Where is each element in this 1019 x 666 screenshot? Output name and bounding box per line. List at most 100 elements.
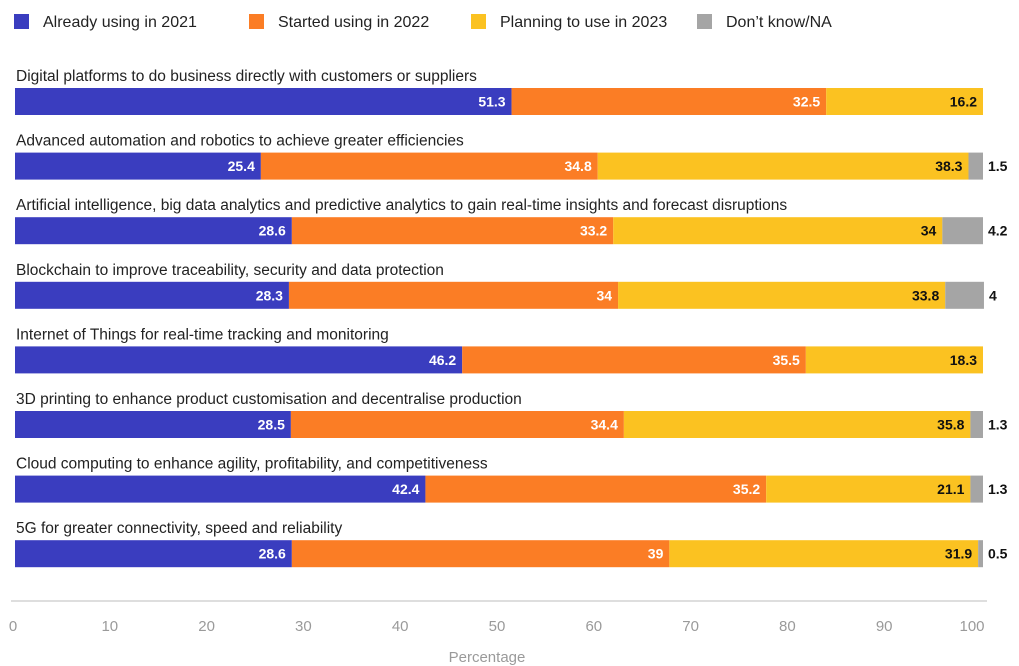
category-label: 5G for greater connectivity, speed and r… xyxy=(16,520,342,537)
bar-segment-already-using-in-2021 xyxy=(15,152,261,180)
data-label: 28.6 xyxy=(259,546,286,562)
x-axis-title: Percentage xyxy=(449,649,526,666)
bar-segment-already-using-in-2021 xyxy=(15,540,292,568)
data-label: 28.6 xyxy=(259,223,286,239)
category-label: Blockchain to improve traceability, secu… xyxy=(16,262,444,279)
bar-row: Cloud computing to enhance agility, prof… xyxy=(15,456,1008,503)
x-tick-label: 90 xyxy=(876,618,893,635)
bar-segment-started-using-in-2022 xyxy=(425,475,767,503)
legend: Already using in 2021 Started using in 20… xyxy=(14,14,832,31)
x-tick-label: 0 xyxy=(9,618,17,635)
bar-segment-don-t-know-na xyxy=(970,475,983,503)
data-label: 16.2 xyxy=(950,94,977,110)
data-label: 21.1 xyxy=(937,481,964,497)
data-label: 1.3 xyxy=(988,417,1008,433)
x-tick-label: 80 xyxy=(779,618,796,635)
bar-segment-started-using-in-2022 xyxy=(288,281,619,309)
category-label: 3D printing to enhance product customisa… xyxy=(16,391,522,408)
data-label: 34 xyxy=(921,223,937,239)
data-label: 51.3 xyxy=(478,94,505,110)
data-label: 34 xyxy=(596,287,612,303)
legend-swatch xyxy=(249,14,264,29)
bar-segment-planning-to-use-in-2023 xyxy=(623,411,971,438)
bar-segment-planning-to-use-in-2023 xyxy=(826,88,983,115)
bar-segment-started-using-in-2022 xyxy=(260,152,598,180)
x-tick-label: 20 xyxy=(198,618,215,635)
legend-item-don-t-know-na: Don’t know/NA xyxy=(697,14,832,31)
bar-segment-started-using-in-2022 xyxy=(290,411,624,438)
bar-segment-already-using-in-2021 xyxy=(15,88,512,115)
bar-segment-don-t-know-na xyxy=(970,411,983,438)
data-label: 35.2 xyxy=(733,481,760,497)
data-label: 31.9 xyxy=(945,546,972,562)
x-tick-label: 10 xyxy=(101,618,118,635)
bar-segment-planning-to-use-in-2023 xyxy=(613,217,943,245)
data-label: 42.4 xyxy=(392,481,419,497)
bar-segment-started-using-in-2022 xyxy=(511,88,827,115)
bar-segment-don-t-know-na xyxy=(978,540,983,568)
data-label: 1.3 xyxy=(988,481,1008,497)
legend-label: Already using in 2021 xyxy=(43,14,197,31)
legend-item-started-using-in-2022: Started using in 2022 xyxy=(249,14,429,31)
legend-item-planning-to-use-in-2023: Planning to use in 2023 xyxy=(471,14,667,31)
data-label: 35.5 xyxy=(773,352,800,368)
bar-segment-already-using-in-2021 xyxy=(15,217,292,245)
category-label: Digital platforms to do business directl… xyxy=(16,68,477,85)
bar-segment-already-using-in-2021 xyxy=(15,281,289,309)
bar-row: 3D printing to enhance product customisa… xyxy=(15,391,1008,438)
data-label: 1.5 xyxy=(988,158,1008,174)
x-tick-label: 100 xyxy=(959,618,984,635)
bar-segment-planning-to-use-in-2023 xyxy=(618,281,946,309)
data-label: 34.8 xyxy=(564,158,591,174)
x-tick-label: 50 xyxy=(489,618,506,635)
legend-swatch xyxy=(471,14,486,29)
category-label: Artificial intelligence, big data analyt… xyxy=(16,197,787,214)
bar-row: Digital platforms to do business directl… xyxy=(15,68,983,115)
bar-segment-already-using-in-2021 xyxy=(15,475,426,503)
bars: Digital platforms to do business directl… xyxy=(15,68,1008,568)
data-label: 39 xyxy=(648,546,664,562)
bar-row: Internet of Things for real-time trackin… xyxy=(15,326,983,374)
data-label: 35.8 xyxy=(937,417,964,433)
legend-label: Started using in 2022 xyxy=(278,14,429,31)
legend-label: Planning to use in 2023 xyxy=(500,14,667,31)
bar-segment-don-t-know-na xyxy=(968,152,983,180)
data-label: 38.3 xyxy=(935,158,962,174)
legend-item-already-using-in-2021: Already using in 2021 xyxy=(14,14,197,31)
category-label: Advanced automation and robotics to achi… xyxy=(16,133,464,150)
category-label: Internet of Things for real-time trackin… xyxy=(16,326,389,343)
bar-segment-already-using-in-2021 xyxy=(15,346,463,374)
data-label: 32.5 xyxy=(793,94,820,110)
bar-segment-started-using-in-2022 xyxy=(291,540,670,568)
category-label: Cloud computing to enhance agility, prof… xyxy=(16,456,488,473)
data-label: 33.2 xyxy=(580,223,607,239)
data-label: 28.5 xyxy=(258,417,285,433)
x-tick-label: 60 xyxy=(585,618,602,635)
legend-swatch xyxy=(697,14,712,29)
data-label: 46.2 xyxy=(429,352,456,368)
bar-segment-already-using-in-2021 xyxy=(15,411,291,438)
data-label: 0.5 xyxy=(988,546,1008,562)
bar-row: Artificial intelligence, big data analyt… xyxy=(15,197,1008,245)
bar-segment-don-t-know-na xyxy=(942,217,983,245)
data-label: 25.4 xyxy=(228,158,255,174)
bar-segment-planning-to-use-in-2023 xyxy=(669,540,979,568)
bar-segment-planning-to-use-in-2023 xyxy=(805,346,983,374)
bar-segment-started-using-in-2022 xyxy=(291,217,614,245)
x-axis: 0 10 20 30 40 50 60 70 80 90 100 Percentage xyxy=(9,600,987,666)
data-label: 4.2 xyxy=(988,223,1008,239)
bar-segment-don-t-know-na xyxy=(945,281,984,309)
data-label: 4 xyxy=(989,287,997,303)
bar-row: Blockchain to improve traceability, secu… xyxy=(15,262,997,309)
legend-swatch xyxy=(14,14,29,29)
bar-segment-planning-to-use-in-2023 xyxy=(766,475,971,503)
bar-row: Advanced automation and robotics to achi… xyxy=(15,133,1008,180)
data-label: 28.3 xyxy=(256,287,283,303)
x-tick-label: 30 xyxy=(295,618,312,635)
data-label: 18.3 xyxy=(950,352,977,368)
data-label: 34.4 xyxy=(591,417,618,433)
x-tick-label: 40 xyxy=(392,618,409,635)
bar-segment-started-using-in-2022 xyxy=(462,346,806,374)
bar-row: 5G for greater connectivity, speed and r… xyxy=(15,520,1008,568)
